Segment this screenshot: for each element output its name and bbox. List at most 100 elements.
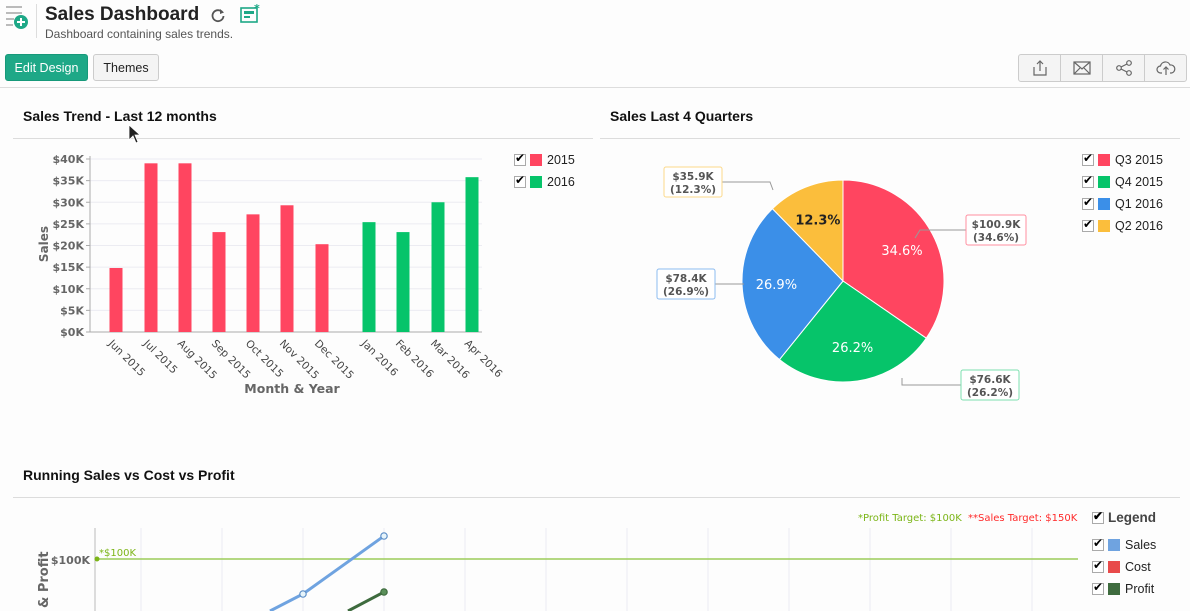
legend-item-profit[interactable]: Profit	[1092, 580, 1155, 596]
running-sales-line-chart: *Profit Target: $100K **Sales Target: $1…	[37, 513, 1078, 611]
pie-slice-percent-label: 12.3%	[795, 213, 840, 228]
legend-label: Cost	[1125, 560, 1151, 574]
pie-slice-percent-label: 34.6%	[881, 244, 922, 259]
legend-checkbox[interactable]	[1092, 536, 1104, 551]
pie-callout-box	[965, 214, 1027, 246]
legend-checkbox[interactable]	[514, 173, 526, 188]
pie-callout-percent: (34.6%)	[973, 232, 1019, 244]
bar-ytick-label: $20K	[53, 240, 85, 253]
pie-slice-percent-label: 26.9%	[756, 278, 797, 293]
legend-swatch	[1108, 583, 1120, 595]
profit-point	[380, 588, 388, 596]
dashboard-add-icon[interactable]	[4, 3, 30, 31]
profit-target-note: *Profit Target: $100K	[858, 513, 962, 524]
line-panel-divider	[13, 497, 1180, 498]
bar-mar-2016	[431, 202, 445, 332]
pie-callout-line	[722, 181, 774, 191]
legend-item-cost[interactable]: Cost	[1092, 558, 1151, 574]
bar-ytick-label: $0K	[60, 326, 84, 339]
dashboard-title: Sales Dashboard	[45, 4, 200, 25]
legend-item-q2-2016[interactable]: Q2 2016	[1082, 217, 1163, 233]
pie-callout-line	[901, 378, 961, 386]
bar-panel-title: Sales Trend - Last 12 months	[23, 108, 217, 124]
themes-button[interactable]: Themes	[93, 54, 159, 81]
bar-ytick-label: $35K	[53, 175, 85, 188]
pie-callout-box	[960, 369, 1020, 401]
legend-title: Legend	[1108, 510, 1157, 525]
bar-xtick-label: Jun 2015	[105, 337, 147, 379]
legend-checkbox[interactable]	[1092, 580, 1104, 595]
legend-item-q3-2015[interactable]: Q3 2015	[1082, 151, 1163, 167]
legend-checkbox[interactable]	[1082, 217, 1094, 232]
legend-label: 2016	[547, 175, 575, 189]
pie-slice-q1-2016	[741, 207, 844, 361]
legend-checkbox[interactable]	[1092, 558, 1104, 573]
legend-label: Profit	[1125, 582, 1155, 596]
legend-swatch	[1098, 176, 1110, 188]
sales-target-note: **Sales Target: $150K	[968, 513, 1078, 524]
bar-ytick-label: $30K	[53, 196, 85, 209]
header-divider	[36, 4, 37, 38]
bar-panel-divider	[13, 138, 593, 139]
bar-oct-2015	[246, 214, 260, 332]
bar-ytick-label: $10K	[53, 283, 85, 296]
line-y-axis-title: & Profit	[37, 551, 52, 608]
pie-slice-percent-label: 26.2%	[832, 341, 873, 356]
mouse-cursor	[128, 124, 140, 144]
legend-item-q1-2016[interactable]: Q1 2016	[1082, 195, 1163, 211]
legend-swatch	[1098, 198, 1110, 210]
pie-callout-line	[914, 229, 966, 239]
pie-callout-box	[663, 166, 723, 198]
pie-callout-box	[656, 268, 716, 300]
bar-ytick-label: $15K	[53, 261, 85, 274]
bar-apr-2016	[465, 177, 479, 332]
email-button[interactable]	[1061, 55, 1103, 81]
legend-label: Q3 2015	[1115, 153, 1163, 167]
legend-label: Q1 2016	[1115, 197, 1163, 211]
export-button[interactable]	[1019, 55, 1061, 81]
legend-checkbox[interactable]	[1082, 195, 1094, 210]
legend-swatch	[1098, 220, 1110, 232]
bar-jun-2015	[109, 267, 123, 332]
svg-text:*: *	[254, 3, 260, 15]
bar-sep-2015	[212, 232, 226, 332]
dashboard-header: Sales Dashboard Dashboard containing sal…	[0, 0, 1190, 45]
edit-design-button[interactable]: Edit Design	[5, 54, 88, 81]
legend-checkbox[interactable]	[1082, 173, 1094, 188]
pie-callout-value: $76.6K	[969, 374, 1011, 386]
legend-toggle[interactable]: Legend	[1092, 509, 1157, 525]
legend-checkbox[interactable]	[1082, 151, 1094, 166]
legend-item-2016[interactable]: 2016	[514, 173, 575, 189]
legend-swatch	[530, 154, 542, 166]
bar-x-axis-title: Month & Year	[244, 381, 340, 396]
sales-point	[299, 590, 307, 598]
sales-point	[380, 532, 388, 540]
line-panel-title: Running Sales vs Cost vs Profit	[23, 467, 235, 483]
legend-item-sales[interactable]: Sales	[1092, 536, 1156, 552]
legend-item-2015[interactable]: 2015	[514, 151, 575, 167]
mail-icon	[1072, 61, 1091, 75]
bar-dec-2015	[315, 244, 329, 332]
pie-callout-percent: (26.9%)	[663, 286, 709, 298]
refresh-icon[interactable]	[210, 7, 226, 23]
sales-quarters-pie-chart: 34.6% 26.2% 26.9% 12.3% $100.9K(34.6%) $76.6…	[656, 166, 1027, 401]
bar-xtick-label: Jan 2016	[358, 337, 400, 379]
legend-label: Q2 2016	[1115, 219, 1163, 233]
bar-ytick-label: $25K	[53, 218, 85, 231]
export-icon	[1032, 60, 1047, 76]
pie-slice-q4-2015	[778, 280, 927, 383]
legend-checkbox[interactable]	[514, 151, 526, 166]
bar-jan-2016	[362, 222, 376, 332]
legend-checkbox[interactable]	[1092, 509, 1104, 524]
publish-button[interactable]	[1145, 55, 1186, 81]
bar-feb-2016	[396, 232, 410, 332]
bar-y-axis-title: Sales	[37, 226, 51, 262]
new-widget-icon[interactable]: *	[240, 3, 262, 23]
profit-line	[347, 590, 385, 611]
profit-target-marker	[94, 556, 100, 562]
pie-callout-percent: (12.3%)	[670, 184, 716, 196]
cloud-upload-icon	[1155, 61, 1175, 75]
pie-slice-q2-2016	[771, 179, 844, 283]
share-button[interactable]	[1103, 55, 1145, 81]
legend-item-q4-2015[interactable]: Q4 2015	[1082, 173, 1163, 189]
